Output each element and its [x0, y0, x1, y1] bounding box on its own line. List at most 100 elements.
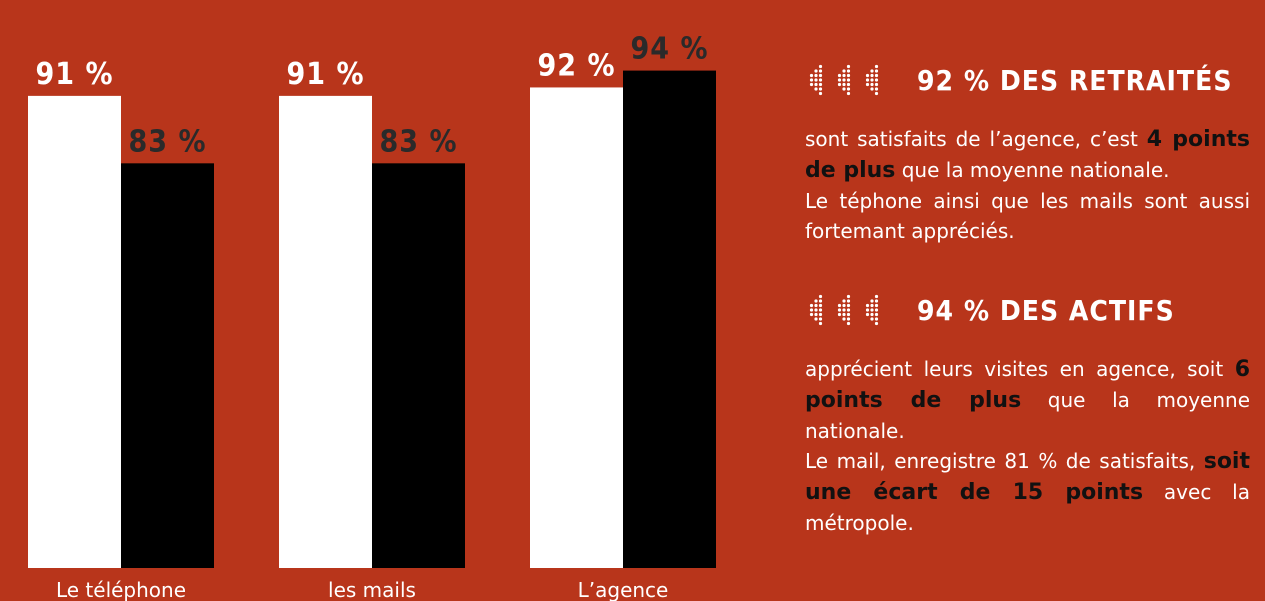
icon-dot — [837, 308, 842, 312]
icon-dot — [874, 64, 879, 69]
icon-dot — [865, 312, 870, 317]
icon-dot — [842, 87, 846, 91]
icon-dot — [837, 312, 842, 317]
icon-dot — [870, 299, 874, 303]
icon-dot — [874, 312, 879, 317]
value-label: 83 % — [380, 124, 458, 159]
heading: 92 % DES RETRAITÉS — [917, 63, 1233, 97]
paragraph: Le mail, enregistre 81 % de satisfaits, … — [805, 446, 1250, 538]
icon-dot — [870, 317, 874, 321]
bar — [530, 87, 623, 568]
icon-dot — [842, 312, 846, 317]
icon-dot — [874, 317, 879, 321]
icon-dot — [837, 78, 842, 82]
icon-dot — [814, 317, 818, 321]
text: que la moyenne nationale. — [895, 158, 1170, 182]
bold-text: 4 points de plus — [805, 127, 1250, 183]
icon-dot — [814, 87, 818, 91]
bar — [372, 163, 465, 569]
icon-dot — [846, 312, 851, 317]
icon-dot — [865, 303, 870, 308]
icon-dot — [870, 312, 874, 317]
bar — [121, 163, 214, 569]
icon-dot — [809, 78, 814, 82]
icon-dot — [846, 69, 851, 73]
icon-dot — [818, 91, 823, 96]
icon-dot — [874, 82, 879, 87]
icon-dot — [818, 299, 823, 303]
icon-dot — [865, 308, 870, 312]
icon-dot — [842, 73, 846, 78]
icon-dot — [846, 91, 851, 96]
icon-dot — [842, 303, 846, 308]
icon-dot — [870, 308, 874, 312]
icon-dot — [874, 69, 879, 73]
icon-dot — [818, 321, 823, 326]
icon-dot — [818, 87, 823, 91]
icon-dot — [814, 303, 818, 308]
icon-dot — [818, 82, 823, 87]
icon-dot — [874, 308, 879, 312]
text: Le mail, enregistre 81 % de satisfaits, — [805, 449, 1204, 473]
bar — [623, 70, 716, 568]
text: Le téphone ainsi que les mails sont auss… — [805, 189, 1250, 243]
value-label: 94 % — [631, 32, 709, 67]
icon-dot — [818, 73, 823, 78]
bar — [28, 95, 121, 568]
arrow-icon — [809, 294, 879, 326]
icon-dot — [874, 73, 879, 78]
icon-dot — [818, 317, 823, 321]
icon-dot — [870, 303, 874, 308]
icon-dot — [870, 69, 874, 73]
paragraph: apprécient leurs visites en agence, soit… — [805, 354, 1250, 446]
text: que la moyenne nationale. — [805, 388, 1251, 443]
icon-dot — [842, 78, 846, 82]
icon-dot — [809, 308, 814, 312]
icon-dot — [870, 87, 874, 91]
chart: 91 % 83 % Le téléphone 91 % 83 % les mails 92 … — [28, 32, 716, 601]
icon-dot — [874, 321, 879, 326]
icon-dot — [842, 308, 846, 312]
icon-dot — [842, 69, 846, 73]
icon-dot — [809, 312, 814, 317]
icon-dot — [814, 299, 818, 303]
icon-dot — [814, 312, 818, 317]
value-label: 91 % — [36, 57, 114, 92]
icon-dot — [814, 73, 818, 78]
paragraph: sont satisfaits de l’agence, c’est 4 poi… — [805, 124, 1250, 186]
icon-dot — [818, 69, 823, 73]
icon-dot — [846, 317, 851, 321]
icon-dot — [865, 73, 870, 78]
icon-dot — [874, 78, 879, 82]
arrow-icon — [809, 64, 879, 96]
icon-dot — [846, 87, 851, 91]
icon-dot — [846, 299, 851, 303]
value-label: 83 % — [129, 124, 207, 159]
icon-dot — [818, 64, 823, 69]
icon-dot — [842, 299, 846, 303]
text-block: 92 % DES RETRAITÉS sont satisfaits de l’a… — [805, 50, 1250, 246]
category-label: Le téléphone — [56, 578, 186, 601]
icon-dot — [818, 312, 823, 317]
icon-dot — [818, 294, 823, 299]
text: apprécient leurs visites en agence, soit — [805, 357, 1235, 381]
heading: 94 % DES ACTIFS — [917, 293, 1175, 327]
icon-dot — [814, 69, 818, 73]
bar — [279, 95, 372, 568]
icon-dot — [874, 294, 879, 299]
icon-dot — [846, 303, 851, 308]
icon-dot — [837, 82, 842, 87]
icon-dot — [870, 78, 874, 82]
icon-dot — [846, 321, 851, 326]
heading-row: 92 % DES RETRAITÉS — [803, 50, 1250, 110]
icon-dot — [846, 73, 851, 78]
icon-dot — [846, 64, 851, 69]
icon-dot — [818, 303, 823, 308]
icon-dot — [809, 303, 814, 308]
icon-dot — [846, 308, 851, 312]
category-label: L’agence — [578, 578, 669, 601]
icon-dot — [814, 78, 818, 82]
text: sont satisfaits de l’agence, c’est — [805, 127, 1147, 151]
text: avec la métropole. — [805, 480, 1250, 535]
heading-row: 94 % DES ACTIFS — [803, 280, 1250, 340]
